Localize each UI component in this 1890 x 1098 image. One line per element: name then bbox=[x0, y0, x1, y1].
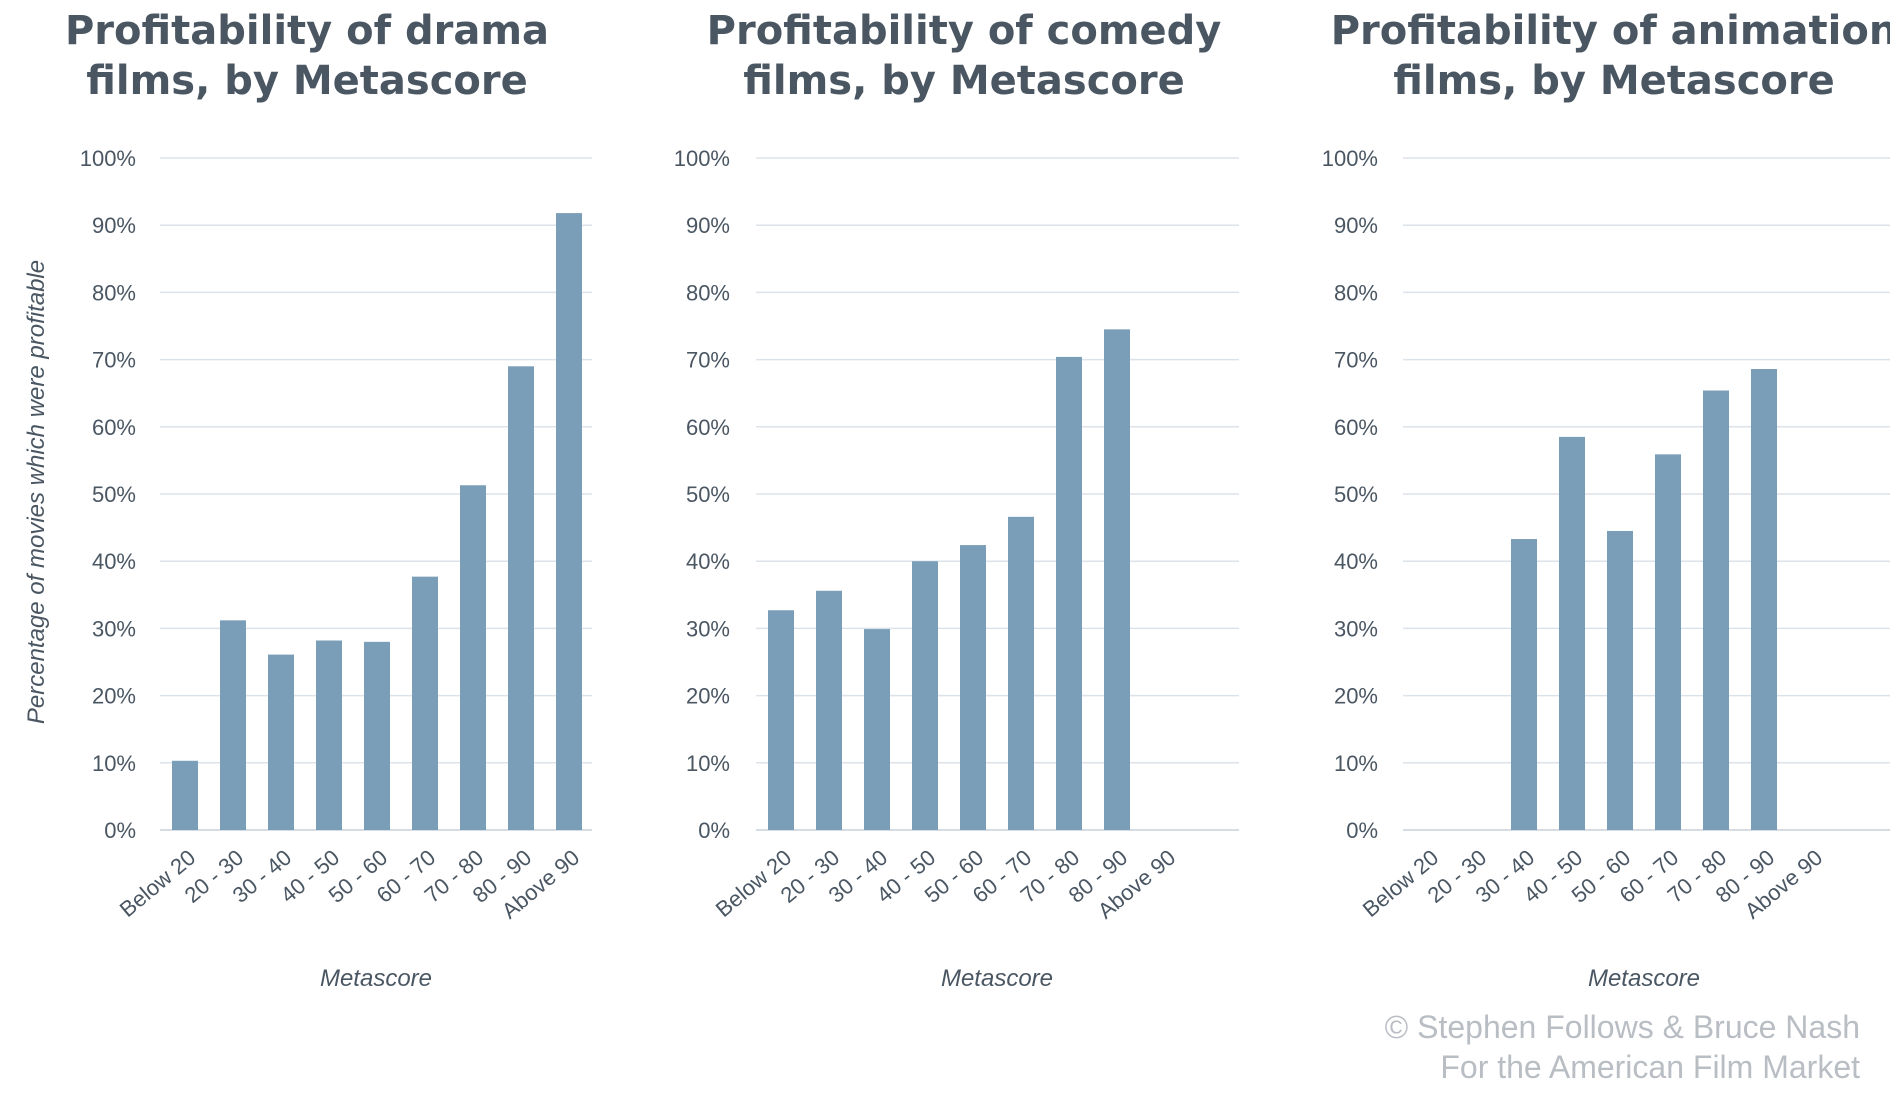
bar-20-30 bbox=[816, 590, 842, 830]
y-tick-label: 100% bbox=[674, 146, 730, 171]
bar-60-70 bbox=[1655, 454, 1681, 830]
y-tick-label: 70% bbox=[1334, 348, 1378, 373]
y-tick-label: 20% bbox=[686, 684, 730, 709]
bar-70-80 bbox=[1056, 356, 1082, 830]
x-axis-title: Metascore bbox=[1588, 965, 1700, 992]
y-tick-label: 60% bbox=[686, 415, 730, 440]
y-tick-label: 70% bbox=[92, 348, 136, 373]
chart-title-line: films, by Metascore bbox=[743, 58, 1185, 104]
x-axis-title: Metascore bbox=[320, 965, 432, 992]
chart-title-line: Profitability of drama bbox=[65, 8, 549, 54]
credit-line-1: © Stephen Follows & Bruce Nash bbox=[1385, 1009, 1860, 1045]
bar-70-80 bbox=[460, 485, 486, 830]
bar-below-20 bbox=[172, 760, 198, 830]
y-tick-label: 40% bbox=[92, 549, 136, 574]
y-tick-label: 90% bbox=[92, 213, 136, 238]
y-tick-label: 80% bbox=[92, 280, 136, 305]
x-axis-title: Metascore bbox=[941, 965, 1053, 992]
chart-title-line: Profitability of animation bbox=[1331, 8, 1890, 54]
y-tick-label: 20% bbox=[92, 684, 136, 709]
bar-40-50 bbox=[1559, 436, 1585, 830]
y-tick-label: 60% bbox=[1334, 415, 1378, 440]
y-tick-label: 90% bbox=[1334, 213, 1378, 238]
chart-title-line: films, by Metascore bbox=[1393, 58, 1835, 104]
bar-60-70 bbox=[412, 576, 438, 830]
y-tick-label: 30% bbox=[92, 616, 136, 641]
bar-30-40 bbox=[1511, 539, 1537, 830]
bar-above-90 bbox=[556, 213, 582, 830]
y-tick-label: 50% bbox=[686, 482, 730, 507]
y-tick-label: 70% bbox=[686, 348, 730, 373]
y-tick-label: 30% bbox=[686, 616, 730, 641]
y-tick-label: 40% bbox=[1334, 549, 1378, 574]
bar-below-20 bbox=[768, 610, 794, 830]
y-tick-label: 20% bbox=[1334, 684, 1378, 709]
y-tick-label: 50% bbox=[92, 482, 136, 507]
y-tick-label: 30% bbox=[1334, 616, 1378, 641]
y-tick-label: 0% bbox=[1346, 818, 1378, 843]
y-tick-label: 10% bbox=[92, 751, 136, 776]
bar-80-90 bbox=[1751, 369, 1777, 830]
bar-50-60 bbox=[1607, 530, 1633, 830]
y-tick-label: 0% bbox=[104, 818, 136, 843]
y-tick-label: 100% bbox=[80, 146, 136, 171]
chart-title-line: films, by Metascore bbox=[86, 58, 528, 104]
y-tick-label: 80% bbox=[686, 280, 730, 305]
bar-40-50 bbox=[912, 561, 938, 830]
y-tick-label: 50% bbox=[1334, 482, 1378, 507]
y-tick-label: 0% bbox=[698, 818, 730, 843]
y-tick-label: 40% bbox=[686, 549, 730, 574]
bar-30-40 bbox=[268, 654, 294, 830]
credit-line-2: For the American Film Market bbox=[1440, 1049, 1860, 1085]
bar-70-80 bbox=[1703, 390, 1729, 830]
y-tick-label: 90% bbox=[686, 213, 730, 238]
bar-50-60 bbox=[364, 641, 390, 830]
y-tick-label: 10% bbox=[686, 751, 730, 776]
bar-30-40 bbox=[864, 629, 890, 830]
bar-50-60 bbox=[960, 545, 986, 830]
bar-40-50 bbox=[316, 640, 342, 830]
y-tick-label: 10% bbox=[1334, 751, 1378, 776]
y-tick-label: 100% bbox=[1322, 146, 1378, 171]
shared-y-axis-title: Percentage of movies which were profitab… bbox=[23, 260, 50, 724]
bar-80-90 bbox=[508, 366, 534, 830]
bar-60-70 bbox=[1008, 516, 1034, 830]
y-tick-label: 60% bbox=[92, 415, 136, 440]
bar-80-90 bbox=[1104, 329, 1130, 830]
y-tick-label: 80% bbox=[1334, 280, 1378, 305]
bar-20-30 bbox=[220, 620, 246, 830]
chart-title-line: Profitability of comedy bbox=[707, 8, 1222, 54]
